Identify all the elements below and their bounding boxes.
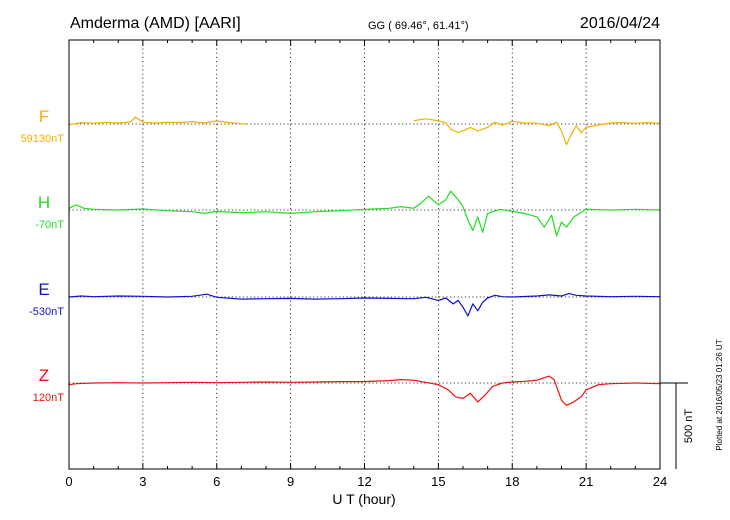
series-name-H: H: [38, 193, 50, 212]
series-name-F: F: [39, 107, 49, 126]
x-tick-label-3: 3: [139, 474, 146, 489]
trace-H: [68, 190, 661, 237]
series-name-Z: Z: [39, 366, 49, 385]
baselines: [69, 123, 660, 384]
plotted-note: Plotted at 2016/05/23 01:26 UT: [715, 339, 724, 450]
trace-F: [68, 116, 661, 146]
x-tick-label-21: 21: [579, 474, 593, 489]
series-baseline-H: -70nT: [35, 219, 64, 231]
series-baseline-F: 59130nT: [21, 133, 65, 145]
x-tick-label-18: 18: [505, 474, 519, 489]
coords-label: GG ( 69.46°, 61.41°): [368, 20, 469, 32]
trace-Z: [68, 375, 661, 406]
series-traces: [68, 116, 661, 406]
x-axis-ticks: 0 3 6 9 12 15 18 21 24: [65, 40, 667, 489]
station-title: Amderma (AMD) [AARI]: [70, 15, 241, 32]
x-tick-label-9: 9: [287, 474, 294, 489]
x-tick-label-24: 24: [653, 474, 667, 489]
grid-lines: [142, 40, 587, 469]
scale-bar-label: 500 nT: [683, 409, 695, 444]
x-axis-label: U T (hour): [332, 491, 395, 507]
x-tick-label-12: 12: [357, 474, 371, 489]
series-baseline-Z: 120nT: [33, 392, 64, 404]
x-tick-label-6: 6: [213, 474, 220, 489]
series-baseline-E: -530nT: [29, 306, 64, 318]
series-name-E: E: [38, 280, 49, 299]
date-label: 2016/04/24: [580, 15, 660, 32]
scale-bar: 500 nT: [660, 382, 695, 469]
trace-E: [68, 293, 661, 317]
x-tick-label-0: 0: [65, 474, 72, 489]
x-tick-label-15: 15: [431, 474, 445, 489]
series-labels: F 59130nT H -70nT E -530nT Z 120nT: [21, 107, 65, 404]
